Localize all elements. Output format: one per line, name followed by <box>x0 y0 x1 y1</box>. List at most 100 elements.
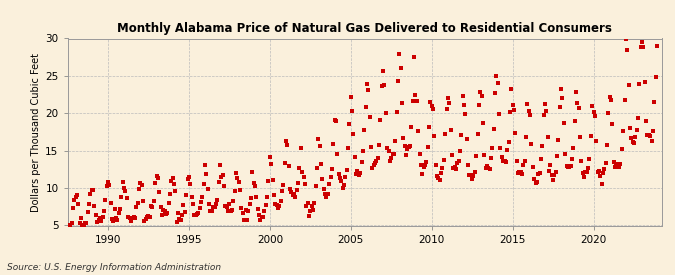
Point <box>565 164 576 168</box>
Point <box>347 109 358 114</box>
Point <box>117 180 128 185</box>
Point <box>68 206 78 210</box>
Point <box>519 158 530 163</box>
Point <box>527 165 538 170</box>
Point <box>604 95 615 100</box>
Point <box>212 198 223 202</box>
Point <box>446 153 457 158</box>
Point <box>431 163 441 168</box>
Point <box>335 176 346 180</box>
Point <box>533 172 543 176</box>
Point <box>104 183 115 187</box>
Point <box>144 215 155 219</box>
Point <box>508 108 519 112</box>
Point <box>248 181 259 185</box>
Point <box>506 86 516 91</box>
Point <box>448 166 458 170</box>
Point <box>131 205 142 210</box>
Point <box>512 171 523 175</box>
Point <box>354 172 364 177</box>
Point <box>238 210 248 215</box>
Point <box>171 219 182 224</box>
Point <box>55 208 66 212</box>
Point <box>177 213 188 218</box>
Point <box>469 169 480 174</box>
Point <box>495 145 506 150</box>
Point <box>397 100 408 105</box>
Point <box>228 199 239 203</box>
Point <box>549 173 560 177</box>
Point <box>217 173 228 177</box>
Point <box>542 134 553 139</box>
Point <box>198 182 209 186</box>
Point <box>292 188 302 192</box>
Y-axis label: Dollars per Thousand Cubic Feet: Dollars per Thousand Cubic Feet <box>31 53 41 211</box>
Point <box>553 138 564 142</box>
Point <box>400 144 410 148</box>
Point <box>642 133 653 138</box>
Point <box>557 96 568 100</box>
Point <box>433 176 444 180</box>
Point <box>611 163 622 167</box>
Point <box>256 215 267 219</box>
Point <box>493 112 504 117</box>
Point <box>74 221 85 226</box>
Point <box>339 183 350 187</box>
Point <box>219 184 230 188</box>
Point <box>254 212 265 217</box>
Point <box>377 84 387 89</box>
Point <box>576 159 587 164</box>
Point <box>615 162 626 166</box>
Point <box>449 165 460 170</box>
Point <box>294 166 305 170</box>
Point <box>265 155 275 160</box>
Point <box>223 209 234 214</box>
Point <box>378 69 389 73</box>
Point <box>488 126 499 131</box>
Point <box>477 121 488 125</box>
Point <box>154 190 165 194</box>
Point <box>623 83 634 87</box>
Point <box>385 159 396 164</box>
Point <box>103 179 113 184</box>
Point <box>564 164 574 169</box>
Point <box>462 163 473 167</box>
Point <box>346 95 356 99</box>
Point <box>456 133 466 138</box>
Point <box>178 203 189 208</box>
Point <box>363 88 374 93</box>
Point <box>193 211 204 215</box>
Point <box>262 195 273 200</box>
Point <box>546 172 557 177</box>
Point <box>196 199 207 204</box>
Point <box>393 79 404 83</box>
Point <box>504 110 515 114</box>
Point <box>77 222 88 227</box>
Point <box>66 221 77 226</box>
Point <box>580 169 591 174</box>
Point <box>243 209 254 214</box>
Point <box>360 104 371 109</box>
Point <box>630 135 641 140</box>
Point <box>105 200 116 205</box>
Point <box>619 98 630 103</box>
Point <box>487 146 497 150</box>
Point <box>518 163 529 167</box>
Point <box>270 202 281 206</box>
Point <box>273 205 284 210</box>
Point <box>188 201 198 206</box>
Point <box>82 210 93 214</box>
Point <box>143 214 154 219</box>
Point <box>128 214 139 219</box>
Point <box>366 145 377 149</box>
Point <box>236 206 247 210</box>
Point <box>200 163 211 167</box>
Point <box>324 182 335 186</box>
Point <box>352 168 363 173</box>
Point <box>412 99 423 104</box>
Point <box>240 208 251 213</box>
Point <box>182 177 193 181</box>
Point <box>473 103 484 108</box>
Point <box>252 207 263 211</box>
Point <box>289 192 300 197</box>
